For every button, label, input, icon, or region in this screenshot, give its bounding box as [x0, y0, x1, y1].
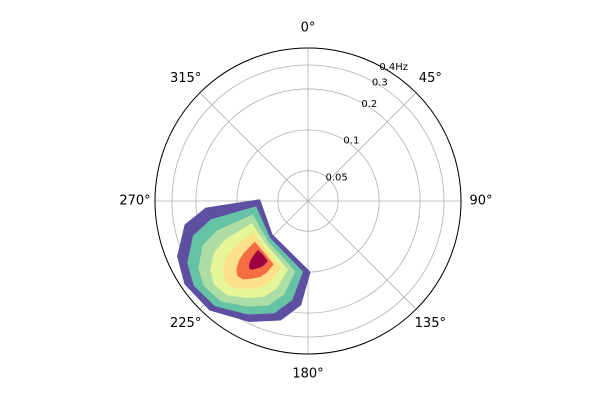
theta-tick-label: 225°: [170, 316, 201, 331]
theta-tick-label: 0°: [301, 21, 316, 36]
theta-grid-line: [199, 92, 309, 202]
theta-tick-label: 270°: [119, 194, 150, 209]
polar-frame: [154, 47, 462, 355]
theta-tick-label: 45°: [419, 71, 442, 86]
theta-grid-line: [307, 92, 417, 202]
r-tick-label: 0.1: [343, 136, 359, 147]
theta-tick-label: 90°: [469, 194, 492, 209]
contour-level: [249, 250, 268, 270]
theta-tick-label: 315°: [170, 71, 201, 86]
r-tick-label: 0.05: [325, 172, 347, 183]
r-tick-label: 0.4Hz: [379, 62, 408, 73]
theta-grid-line: [307, 200, 417, 310]
r-tick-label: 0.3: [372, 77, 388, 88]
r-tick-label: 0.2: [361, 99, 377, 110]
theta-tick-label: 180°: [292, 367, 323, 382]
theta-tick-label: 135°: [415, 316, 446, 331]
